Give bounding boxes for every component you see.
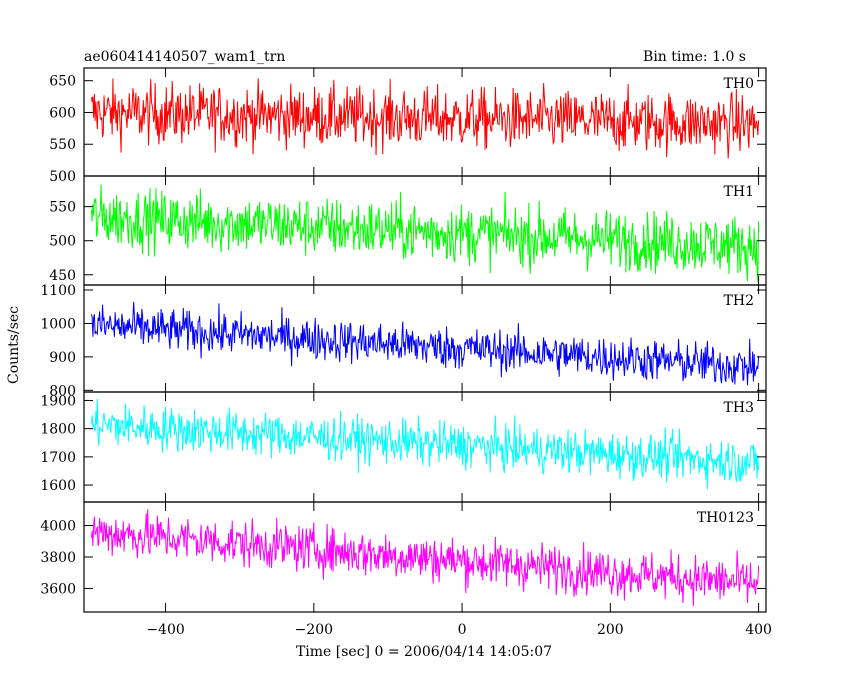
series-th0 xyxy=(90,78,760,159)
panel-label-th1: TH1 xyxy=(724,184,754,200)
panels-group: 500 550 600 650 TH0 450 500 550 TH1 800 900 1000 110… xyxy=(40,67,767,613)
panel-label-th0123: TH0123 xyxy=(697,510,754,526)
y-tick-label-th0123-2: 4000 xyxy=(40,519,76,535)
figure-title: ae060414140507_wam1_trn xyxy=(84,49,285,65)
panel-th0123: 3600 3800 4000 TH0123 xyxy=(40,501,767,613)
y-tick-label-th0-2: 600 xyxy=(49,105,76,121)
bin-time-label: Bin time: 1.0 s xyxy=(643,49,746,65)
y-tick-label-th3-3: 1900 xyxy=(40,393,76,409)
panel-label-th0: TH0 xyxy=(724,76,754,92)
y-tick-label-th3-0: 1600 xyxy=(40,478,76,494)
panel-th2: 800 900 1000 1100 TH2 xyxy=(40,283,767,399)
y-tick-label-th3-2: 1800 xyxy=(40,422,76,438)
series-th1 xyxy=(90,184,760,283)
series-th2 xyxy=(90,301,760,386)
panel-th1: 450 500 550 TH1 xyxy=(49,175,767,286)
x-tick-label-4: 400 xyxy=(745,622,772,638)
y-tick-label-th1-1: 500 xyxy=(49,234,76,250)
panel-th3: 1600 1700 1800 1900 TH3 xyxy=(40,391,767,503)
x-tick-label-1: −200 xyxy=(295,622,333,638)
panel-frame-th3 xyxy=(83,391,767,503)
y-tick-label-th0123-0: 3600 xyxy=(40,581,76,597)
y-tick-label-th0123-1: 3800 xyxy=(40,550,76,566)
y-tick-label-th2-1: 900 xyxy=(49,350,76,366)
y-tick-label-th1-2: 550 xyxy=(49,200,76,216)
x-axis: −400 −200 0 200 400 xyxy=(146,622,772,638)
y-tick-label-th3-1: 1700 xyxy=(40,450,76,466)
y-tick-label-th0-0: 500 xyxy=(49,169,76,185)
y-tick-label-th1-0: 450 xyxy=(49,268,76,284)
y-tick-label-th2-3: 1100 xyxy=(40,283,76,299)
y-axis-label: Counts/sec xyxy=(6,306,22,384)
x-tick-label-3: 200 xyxy=(597,622,624,638)
x-axis-label: Time [sec] 0 = 2006/04/14 14:05:07 xyxy=(296,644,552,660)
y-tick-label-th0-1: 550 xyxy=(49,137,76,153)
panel-label-th3: TH3 xyxy=(724,400,754,416)
y-tick-label-th0-3: 650 xyxy=(49,74,76,90)
panel-frame-th2 xyxy=(83,284,767,393)
panel-th0: 500 550 600 650 TH0 xyxy=(49,67,767,185)
series-th0123 xyxy=(90,509,760,607)
y-tick-label-th2-2: 1000 xyxy=(40,316,76,332)
y-tick-label-th2-0: 800 xyxy=(49,383,76,399)
panel-label-th2: TH2 xyxy=(724,293,754,309)
x-tick-label-0: −400 xyxy=(146,622,184,638)
series-th3 xyxy=(90,398,760,490)
x-tick-label-2: 0 xyxy=(458,622,467,638)
